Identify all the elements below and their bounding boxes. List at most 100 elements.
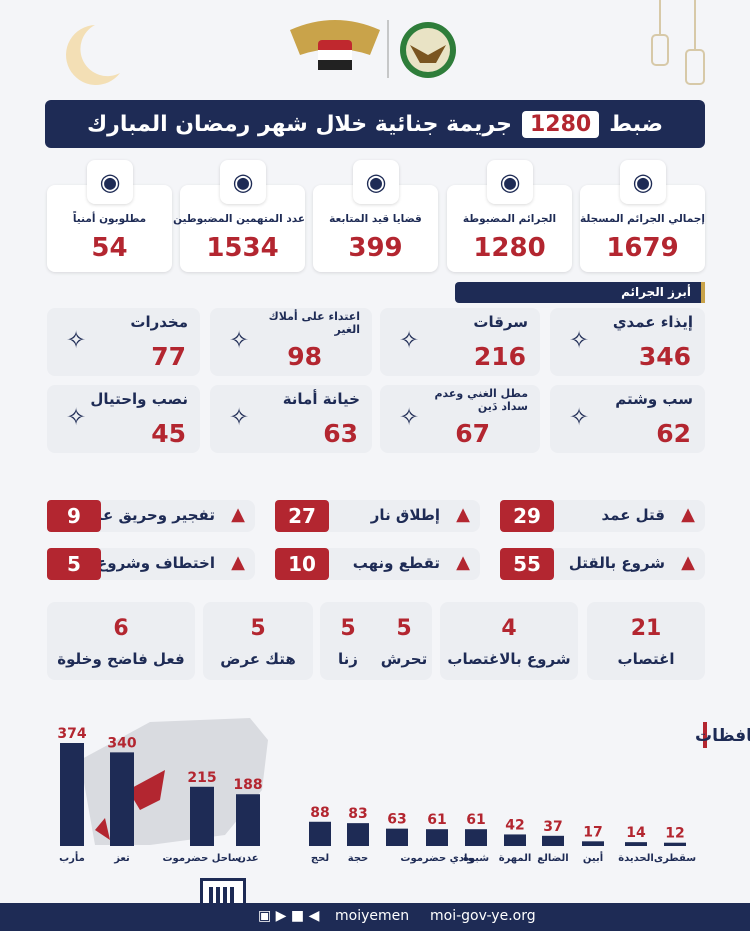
alert-icon: ▲ [231,552,245,573]
x-tick-label: أبين [583,851,603,864]
crime-label: اعتداء على أملاك الغير [268,310,360,336]
crime-card: إيذاء عمدي 346 ✧ [550,308,705,376]
bar-value-label: 215 [187,770,216,786]
crime-value: 67 [455,419,490,448]
bar [426,829,448,846]
sexual-crime-value: 5 [396,616,412,641]
alert-value: 10 [275,548,329,580]
bar [236,794,260,846]
crime-card: مطل الغني وعدم سداد دَين 67 ✧ [380,385,540,453]
alert-icon: ▲ [456,504,470,525]
social-handle: moiyemen [335,908,410,924]
chart-title: توزيع المتهمين حسب المحافظات [695,726,750,746]
alert-label: تفجير وحريق عمدي [70,506,215,524]
alert-label: اختطاف وشروع به [77,554,215,572]
bar-value-label: 14 [626,825,646,841]
x-tick-label: الحديدة [618,853,654,864]
x-tick-label: تعز [113,853,130,864]
crime-label: مطل الغني وعدم سداد دَين [434,387,529,413]
section-label: أبرز الجرائم [455,282,705,303]
x-tick-label: لحج [311,853,329,864]
crime-value: 346 [638,342,691,371]
chart-title-accent [703,722,707,748]
crime-icon: ✧ [398,403,420,431]
crime-label: خيانة أمانة [282,390,360,408]
sexual-crime-label: تحرش [380,650,428,668]
emblem-right [400,22,456,78]
crime-label: نصب واحتيال [90,390,188,408]
title-bar: ضبط 1280 جريمة جنائية خلال شهر رمضان الم… [45,100,705,148]
alert-value: 55 [500,548,554,580]
sexual-crime-label: شروع بالاغتصاب [447,650,571,668]
bar-value-label: 188 [233,777,262,793]
crime-card: سب وشتم 62 ✧ [550,385,705,453]
stat-label: مطلوبون أمنياً [72,213,147,225]
alert-icon: ▲ [231,504,245,525]
crime-value: 63 [323,419,358,448]
crime-value: 45 [151,419,186,448]
alert-label: قتل عمد [601,506,665,524]
crime-card: اعتداء على أملاك الغير 98 ✧ [210,308,372,376]
alert-card: اختطاف وشروع به ▲ 5 [47,548,255,580]
alert-card: قتل عمد ▲ 29 [500,500,705,532]
bar-value-label: 61 [427,812,446,828]
stat-icon: ◉ [87,160,133,204]
stat-card: قضايا قيد المتابعة 399 [313,185,438,272]
stat-label: عدد المتهمين المضبوطين [173,213,305,225]
alert-card: تفجير وحريق عمدي ▲ 9 [47,500,255,532]
bar-value-label: 37 [543,819,562,835]
alert-value: 27 [275,500,329,532]
sexual-crime-card: 6 فعل فاضح وخلوة [47,602,195,680]
stat-value: 1280 [473,233,546,263]
title-text: ضبط [609,111,664,137]
bar-value-label: 17 [583,824,602,840]
crime-icon: ✧ [568,326,590,354]
alert-value: 9 [47,500,101,532]
sexual-crime-value: 4 [501,616,517,641]
bar-value-label: 63 [387,812,406,828]
stat-label: الجرائم المضبوطة [462,213,557,225]
bar-value-label: 12 [665,826,684,842]
bar-value-label: 374 [57,726,86,742]
stat-label: قضايا قيد المتابعة [329,213,422,225]
bar-value-label: 88 [310,805,329,821]
alert-card: تقطع ونهب ▲ 10 [275,548,480,580]
social-icons: ▣ ▶ ■ ◀ [258,908,320,924]
emblem-left [290,20,380,70]
stat-icon: ◉ [487,160,533,204]
bar [542,835,564,846]
alert-label: تقطع ونهب [352,554,440,572]
title-text: جريمة جنائية خلال شهر رمضان المبارك [87,111,512,137]
crime-card: مخدرات 77 ✧ [47,308,200,376]
bar-value-label: 42 [505,817,524,833]
header-decor [66,0,705,85]
bar [582,841,604,846]
bar [110,752,134,846]
crime-value: 98 [287,342,322,371]
crescent [66,25,120,85]
stat-value: 1534 [206,233,279,263]
stat-icon: ◉ [353,160,399,204]
crime-icon: ✧ [228,326,250,354]
stat-card: إجمالي الجرائم المسجلة 1679 [580,185,705,272]
bar [386,828,408,846]
sexual-crime-value: 5 [250,616,266,641]
x-tick-label: وادي حضرموت [400,853,473,864]
sexual-crime-card: 5 تحرش 5 زنا [320,602,432,680]
x-tick-label: ساحل حضرموت [163,853,242,864]
sexual-crime-card: 5 هتك عرض [203,602,313,680]
bar [309,821,331,846]
sexual-crime-value: 6 [113,616,129,641]
alert-label: إطلاق نار [370,506,440,524]
sexual-crime-card: 4 شروع بالاغتصاب [440,602,578,680]
bar-value-label: 61 [466,812,485,828]
alert-icon: ▲ [681,552,695,573]
sexual-crime-label: فعل فاضح وخلوة [57,650,185,668]
website: moi-gov-ye.org [430,908,536,924]
crime-value: 62 [656,419,691,448]
sexual-crime-label: هتك عرض [220,650,296,668]
map-highlight [95,818,110,840]
bar [347,823,369,846]
x-tick-label: مأرب [59,851,85,864]
